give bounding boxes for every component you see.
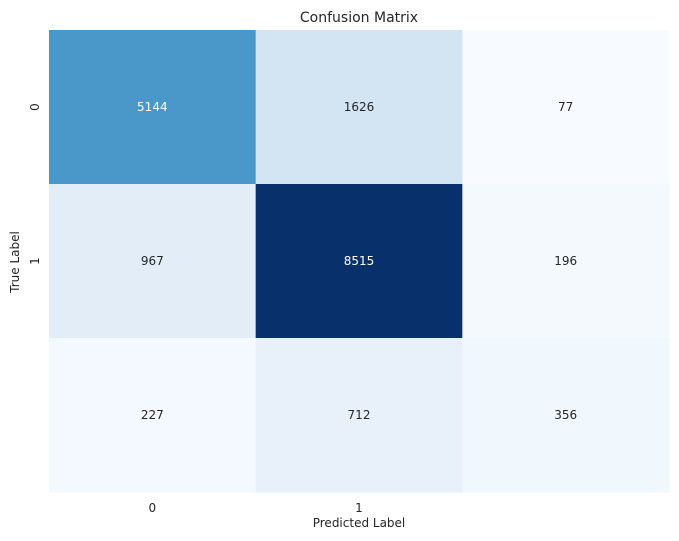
heatmap-cell-1-2 <box>462 184 670 339</box>
x-axis-label: Predicted Label <box>313 516 406 530</box>
cell-value-2-2: 356 <box>554 408 577 422</box>
heatmap-cell-0-2 <box>462 30 670 185</box>
cell-value-1-1: 8515 <box>344 254 375 268</box>
cell-value-0-0: 5144 <box>137 100 168 114</box>
y-axis-ticks: 01 <box>28 103 42 265</box>
heatmap-cell-1-1 <box>255 184 463 339</box>
y-axis-label: True Label <box>8 231 22 294</box>
heatmap-cell-2-0 <box>49 338 257 493</box>
x-tick-label-0: 0 <box>149 501 157 515</box>
x-tick-label-1: 1 <box>355 501 363 515</box>
heatmap-cell-1-0 <box>49 184 257 339</box>
cell-value-2-1: 712 <box>348 408 371 422</box>
heatmap-cell-2-2 <box>462 338 670 493</box>
heatmap-cell-0-0 <box>49 30 257 185</box>
heatmap-cell-0-1 <box>255 30 463 185</box>
cell-value-1-0: 967 <box>141 254 164 268</box>
y-tick-label-0: 0 <box>28 103 42 111</box>
chart-title: Confusion Matrix <box>300 10 418 26</box>
heatmap-cell-2-1 <box>255 338 463 493</box>
heatmap-cells: 5144 1626 77 967 8515 196 227 712 356 <box>49 30 670 493</box>
cell-value-0-2: 77 <box>558 100 573 114</box>
cell-value-2-0: 227 <box>141 408 164 422</box>
cell-value-0-1: 1626 <box>344 100 375 114</box>
cell-value-1-2: 196 <box>554 254 577 268</box>
y-tick-label-1: 1 <box>28 257 42 265</box>
